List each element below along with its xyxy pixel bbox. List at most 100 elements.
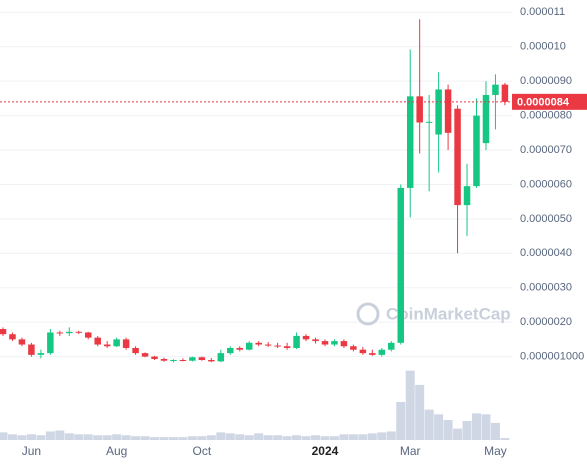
candle-body [492,84,499,95]
candle-body [103,344,111,347]
candle-body [454,108,461,206]
candle-body [435,89,442,135]
volume-bar [178,437,188,440]
candle-body [56,332,64,334]
volume-bar [225,433,235,440]
x-tick-label: 2024 [312,444,339,458]
candle-body [113,339,120,347]
candle-body [37,353,45,355]
candle-body [0,329,7,335]
volume-bar [83,434,93,440]
candle-body [122,339,130,348]
candle-body [388,342,395,350]
candle-body [416,96,423,123]
volume-bar [102,435,112,440]
volume-bar [377,432,387,440]
candle-body [283,346,291,348]
candle-body [425,121,433,123]
candle-body [75,331,83,333]
volume-bar [7,434,17,440]
volume-bar [235,434,245,440]
volume-bar [36,435,46,440]
y-tick-label: 0.0000050 [520,213,572,225]
candle-body [179,360,187,362]
candle-body [255,342,262,345]
volume-bar [500,438,510,440]
y-tick-label: 0.0000060 [520,178,572,190]
y-tick-label: 0.000010 [520,41,566,53]
x-tick-label: Mar [400,444,421,458]
candle-body [170,360,177,362]
candle-body [340,341,348,347]
volume-bar [17,435,27,440]
candle-body [264,344,272,346]
volume-bar [254,433,264,440]
candle-body [482,94,490,144]
grid: 0.000001000 0.0000020 0.0000030 0.0000040 0.… [0,6,584,362]
overlay: Jun Aug Oct 2024 Mar May 0.0000084 [0,93,587,458]
candle-body [66,331,73,334]
y-tick-label: 0.0000020 [520,316,572,328]
watermark: CoinMarketCap [356,302,511,326]
volume-bar [462,421,472,440]
volume-bar [64,433,74,440]
candle-body [302,335,310,340]
x-tick-label: Aug [106,444,127,458]
candle-body [94,337,101,345]
volume-bar [453,428,463,440]
watermark-text: CoinMarketCap [386,304,511,323]
candle-body [274,345,281,347]
x-tick-label: Jun [22,444,41,458]
candle-body [397,187,404,343]
volume-bar [74,434,84,440]
volume-bar [244,435,254,440]
candle-body [312,339,319,342]
candle-body [160,358,168,361]
volume-bar [45,431,55,440]
candle-body [132,347,139,354]
volume-bar [358,434,368,440]
candle-body [208,360,215,362]
candles [0,19,509,363]
volume-bar [490,422,500,440]
volume-bar [55,430,65,440]
y-tick-label: 0.0000030 [520,282,572,294]
volume [0,370,510,440]
volume-bar [339,434,349,440]
volume-bar [112,434,122,440]
volume-bar [415,384,425,440]
volume-bar [197,436,207,440]
volume-bar [434,414,444,440]
volume-bar [320,436,330,440]
y-tick-label: 0.000011 [520,6,565,18]
volume-bar [140,436,150,440]
candle-body [47,332,54,354]
volume-bar [26,434,36,440]
volume-bar [168,437,178,440]
volume-bar [301,436,311,440]
candle-body [28,344,35,355]
candle-body [444,89,452,133]
volume-bar [292,435,302,440]
candle-body [321,341,329,345]
candle-body [236,347,243,350]
candle-body [151,356,158,359]
volume-bar [481,414,491,440]
volume-bar [443,420,453,440]
volume-bar [121,435,131,440]
candle-body [293,335,300,348]
volume-bar [93,435,103,440]
volume-bar [348,434,358,440]
x-tick-label: May [484,444,507,458]
candle-body [473,115,480,187]
candle-body [189,357,196,361]
candle-body [227,347,234,354]
candle-body [378,349,386,355]
volume-bar [367,433,377,440]
volume-bar [424,409,434,440]
candle-body [217,353,225,362]
candle-body [9,334,16,340]
current-price-label: 0.0000084 [517,97,570,109]
volume-bar [329,436,339,440]
y-tick-label: 0.0000090 [520,75,572,87]
